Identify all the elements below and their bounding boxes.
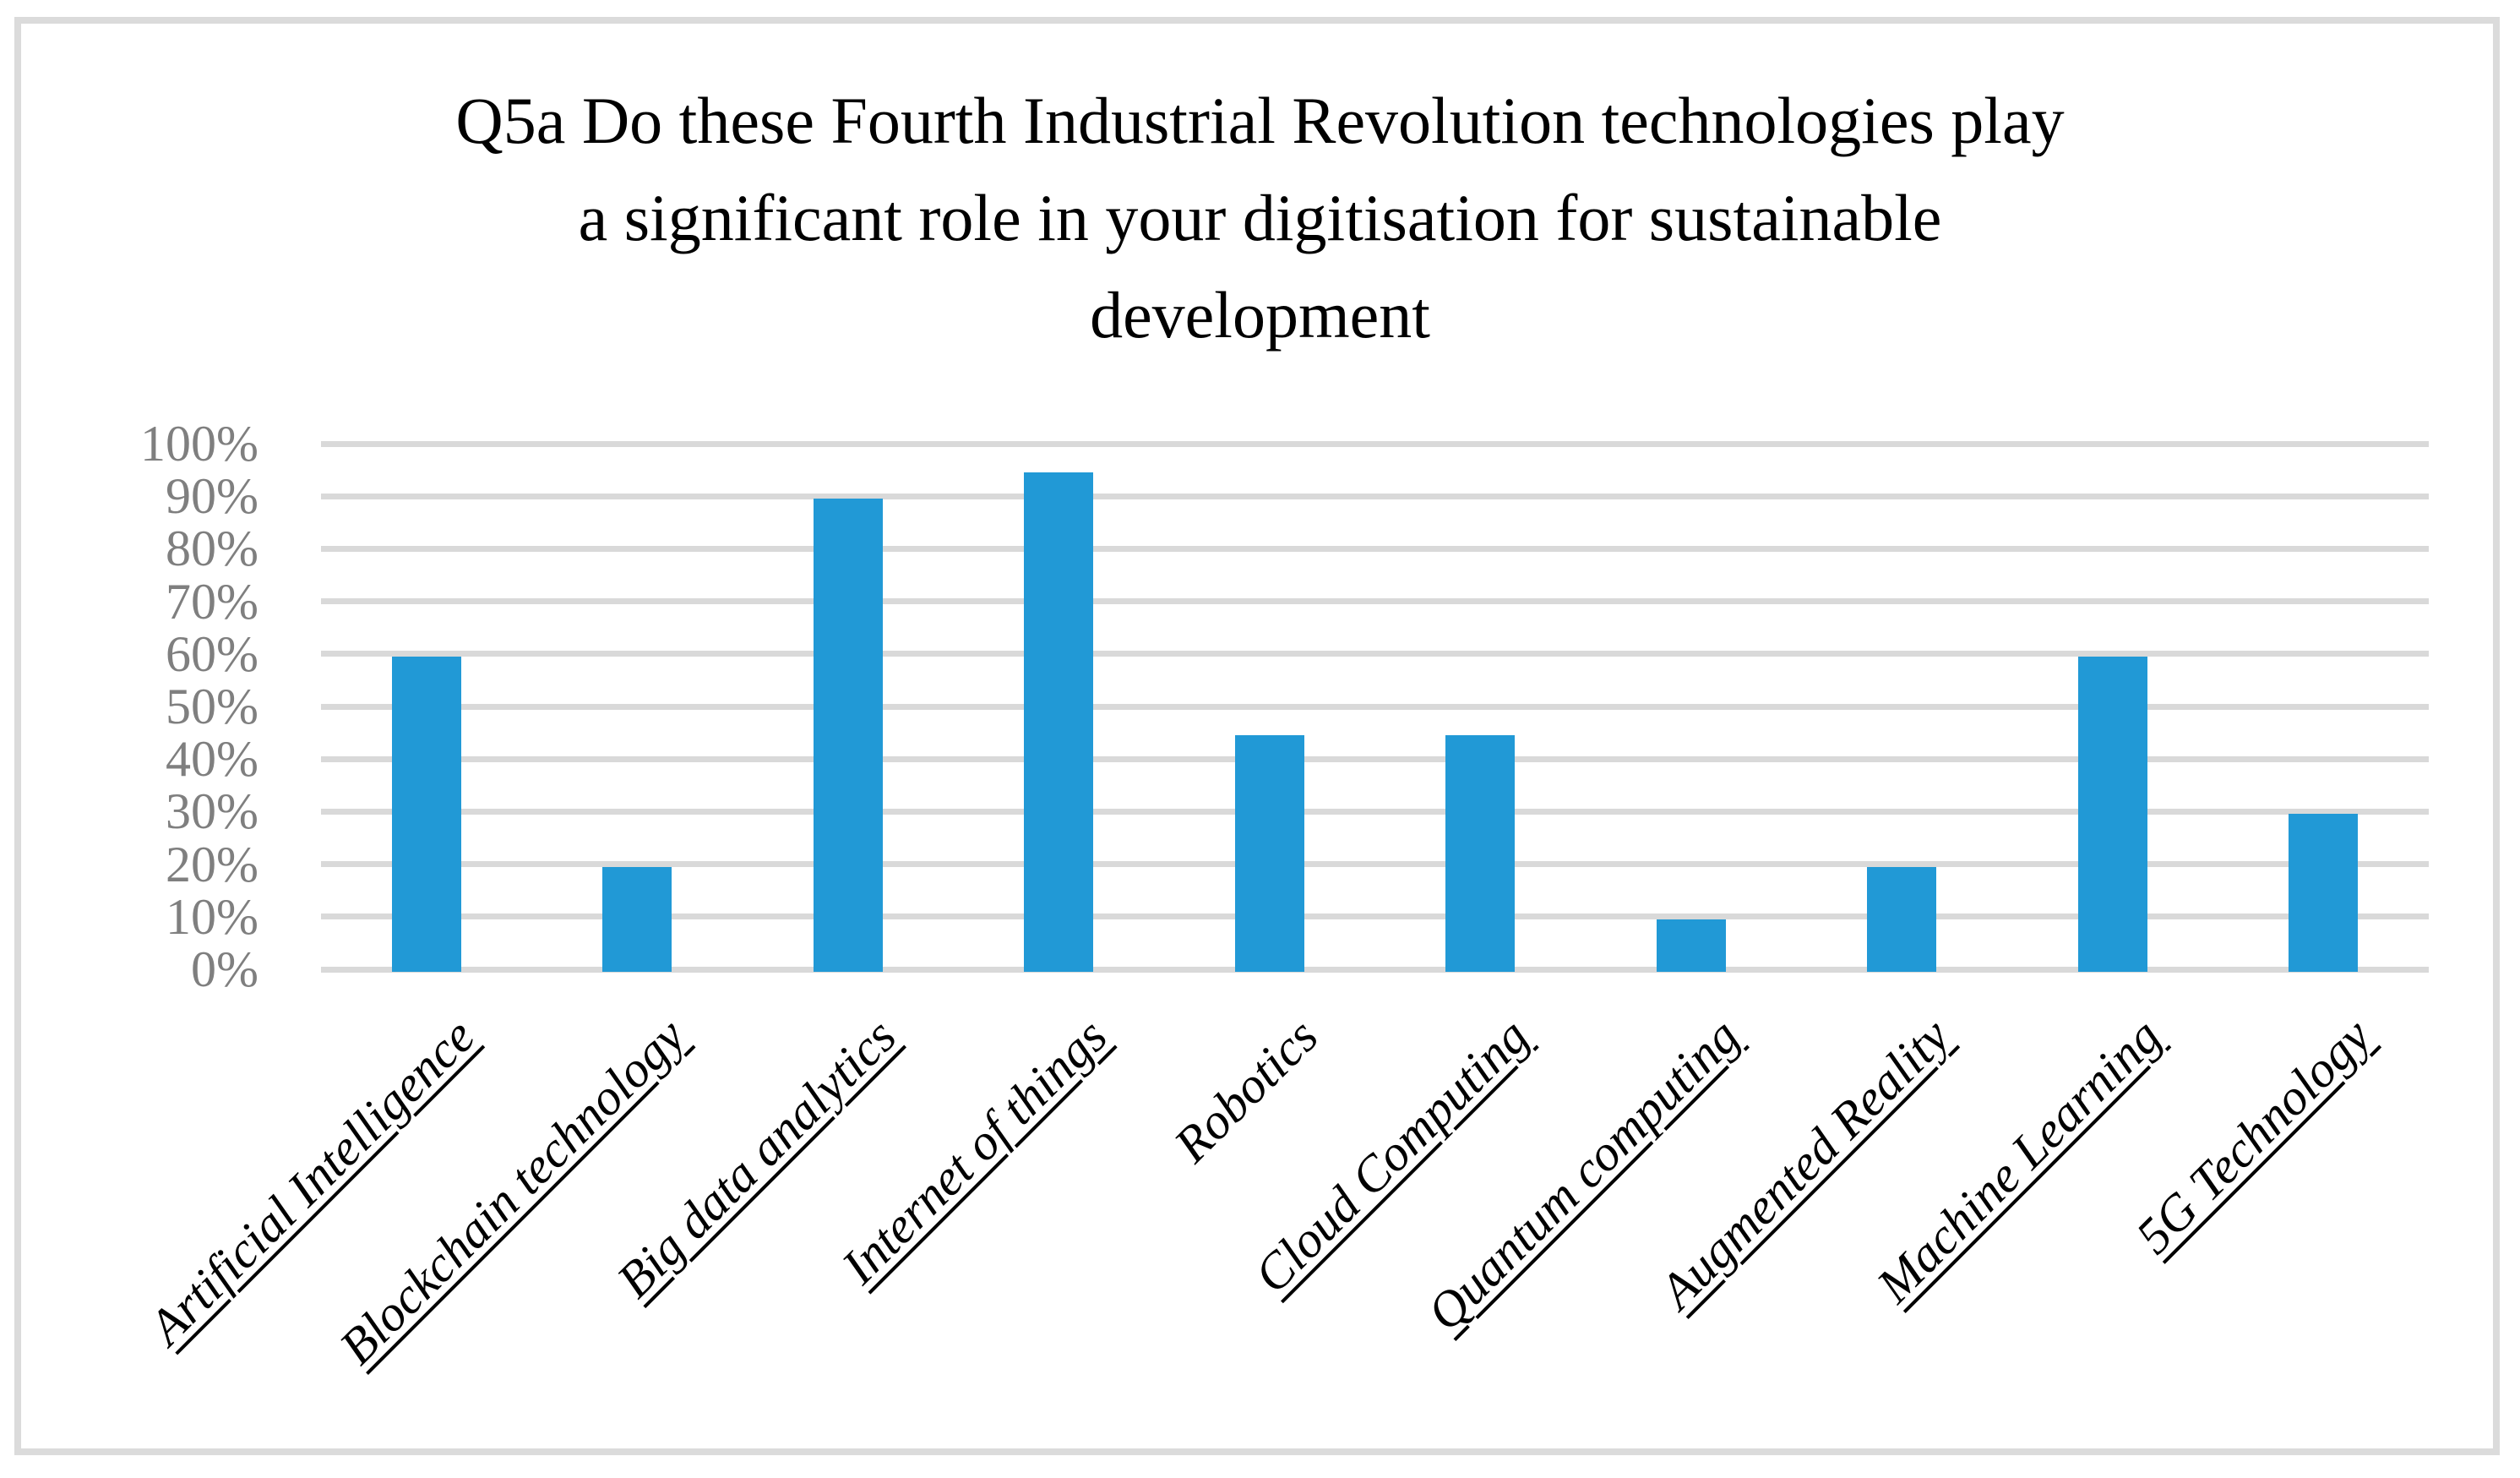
y-tick-label-50%: 50% [166, 679, 259, 734]
figure-border [14, 17, 2500, 1455]
y-tick-label-30%: 30% [166, 783, 259, 840]
gridline-100% [321, 440, 2429, 447]
bar-internet-of-things [1024, 472, 1094, 972]
y-tick-label-100%: 100% [140, 416, 259, 472]
gridline-90% [321, 493, 2429, 499]
gridline-50% [321, 703, 2429, 710]
y-tick-label-10%: 10% [166, 888, 259, 945]
bar-cloud-computing [1445, 735, 1516, 972]
bar-augmented-reality [1867, 866, 1937, 972]
y-tick-label-20%: 20% [166, 836, 259, 892]
gridline-30% [321, 808, 2429, 815]
bar-robotics [1234, 735, 1304, 972]
y-tick-label-90%: 90% [166, 468, 259, 525]
chart-title-line-1: Q5a Do these Fourth Industrial Revolutio… [455, 84, 2065, 157]
y-tick-label-80%: 80% [166, 521, 259, 577]
y-tick-label-40%: 40% [166, 731, 259, 788]
y-tick-label-0%: 0% [191, 941, 259, 997]
bar-blockchain-technology [602, 866, 672, 972]
gridline-60% [321, 651, 2429, 657]
chart-title-line-2: a significant role in your digitisation … [578, 181, 1942, 254]
gridline-40% [321, 755, 2429, 762]
bar-big-data-analytics [813, 499, 883, 972]
gridline-70% [321, 598, 2429, 605]
gridline-0% [321, 966, 2429, 973]
gridline-80% [321, 545, 2429, 552]
bar-artificial-intelligence [391, 656, 461, 972]
gridline-20% [321, 861, 2429, 868]
chart-title-line-3: development [1090, 278, 1430, 352]
bar-machine-learning [2077, 656, 2147, 972]
chart-title: Q5a Do these Fourth Industrial Revolutio… [0, 72, 2520, 363]
gridline-10% [321, 914, 2429, 920]
y-tick-label-60%: 60% [166, 625, 259, 682]
y-tick-label-70%: 70% [166, 573, 259, 630]
bar-quantum-computing [1656, 919, 1726, 972]
bar-5g-technology [2289, 814, 2359, 972]
